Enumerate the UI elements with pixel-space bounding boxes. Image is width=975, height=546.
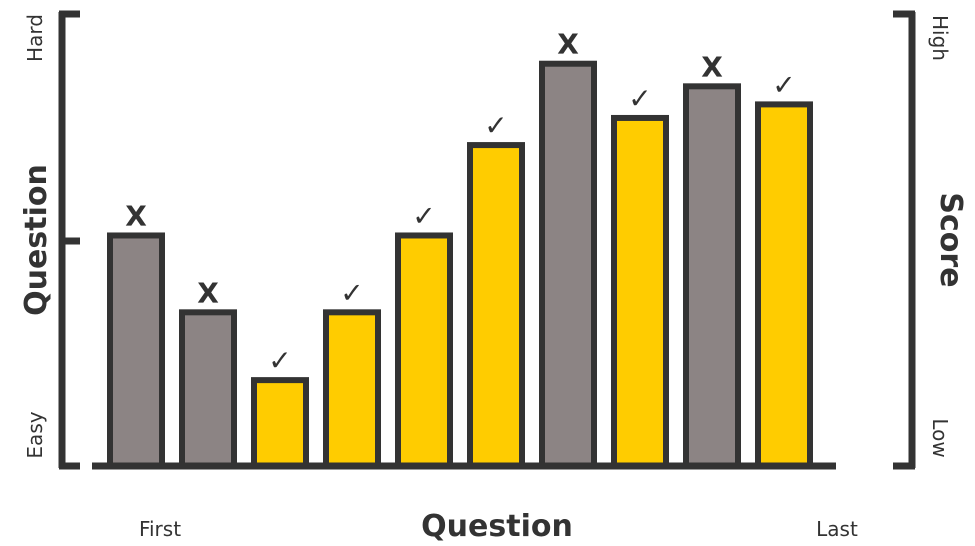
result-marker-5: ✓ [412, 199, 435, 232]
result-marker-6: ✓ [484, 109, 507, 142]
bar-4 [323, 309, 381, 469]
result-marker-7: X [557, 28, 579, 61]
result-marker-3: ✓ [268, 344, 291, 377]
right-low-label: Low [928, 418, 952, 457]
x-start-label: First [139, 517, 181, 541]
bar-3 [251, 377, 309, 469]
left-high-label: Hard [23, 14, 47, 62]
result-marker-4: ✓ [340, 276, 363, 309]
bar-10 [755, 101, 813, 470]
bars-layer: X X ✓ ✓ ✓ ✓ X ✓ X ✓ [107, 28, 813, 470]
bar-5 [395, 232, 453, 469]
result-marker-8: ✓ [628, 82, 651, 115]
result-marker-9: X [701, 50, 723, 83]
axes-layer [58, 10, 916, 470]
bar-2 [179, 309, 237, 469]
right-high-label: High [928, 15, 952, 61]
bar-9 [683, 83, 741, 469]
left-axis-title: Question [19, 164, 54, 316]
result-marker-1: X [125, 199, 147, 232]
left-low-label: Easy [23, 411, 47, 458]
bar-8 [611, 114, 669, 470]
bar-7 [539, 60, 597, 469]
result-marker-2: X [197, 276, 219, 309]
bar-6 [467, 142, 525, 470]
x-axis-title: Question [421, 509, 573, 542]
bar-1 [107, 232, 165, 469]
right-axis-title: Score [933, 192, 968, 287]
labels-layer: Hard Easy Question High Low Score First … [19, 14, 968, 544]
result-marker-10: ✓ [772, 68, 795, 101]
x-end-label: Last [816, 517, 858, 541]
